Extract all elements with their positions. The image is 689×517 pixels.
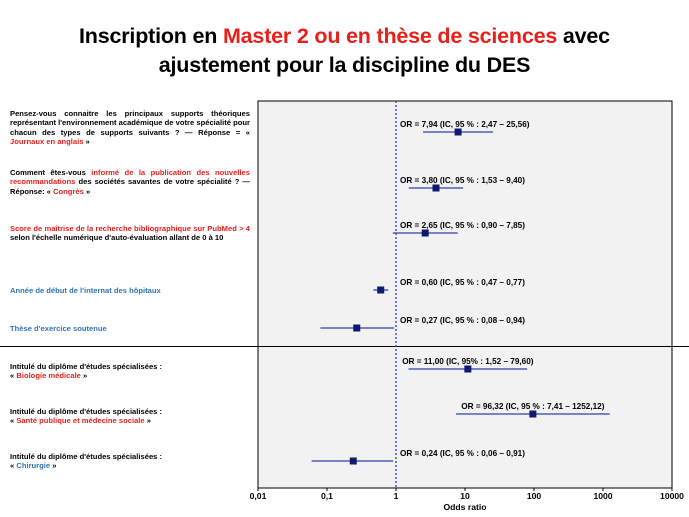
row-label: Comment êtes-vous informé de la publicat… xyxy=(10,168,250,196)
title-text-b: avec xyxy=(557,24,610,48)
row-label-part: Intitulé du diplôme d'études spécialisée… xyxy=(10,407,163,416)
odds-ratio-label: OR = 0,24 (IC, 95 % : 0,06 – 0,91) xyxy=(400,449,525,458)
row-label: Score de maîtrise de la recherche biblio… xyxy=(10,224,250,243)
row-label-part: » xyxy=(144,416,151,426)
x-tick-label: 10 xyxy=(460,491,470,501)
row-label: Intitulé du diplôme d'études spécialisée… xyxy=(10,452,255,471)
x-tick-label: 1000 xyxy=(593,491,612,501)
odds-ratio-label: OR = 96,32 (IC, 95 % : 7,41 – 1252,12) xyxy=(461,402,604,411)
odds-ratio-marker xyxy=(349,457,357,465)
odds-ratio-label: OR = 7,94 (IC, 95 % : 2,47 – 25,56) xyxy=(400,120,530,129)
forest-row: OR = 3,80 (IC, 95 % : 1,53 – 9,40) xyxy=(400,176,525,192)
title-text-a: Inscription en xyxy=(79,24,223,48)
odds-ratio-marker xyxy=(377,286,385,294)
row-label-part: » xyxy=(83,186,91,196)
row-label-part: » xyxy=(50,461,57,471)
row-label-part: Comment êtes-vous xyxy=(10,168,92,177)
title-line-1: Inscription en Master 2 ou en thèse de s… xyxy=(0,22,689,51)
odds-ratio-marker xyxy=(432,184,440,192)
x-tick-label: 10000 xyxy=(660,491,684,501)
row-label-part: informé de la publication des nouvelles … xyxy=(10,168,250,187)
row-label-part: Santé publique et médecine sociale xyxy=(16,416,145,426)
odds-ratio-label: OR = 2,65 (IC, 95 % : 0,90 – 7,85) xyxy=(400,221,525,230)
odds-ratio-label: OR = 0,27 (IC, 95 % : 0,08 – 0,94) xyxy=(400,316,525,325)
x-axis-title: Odds ratio xyxy=(444,502,487,512)
forest-row: OR = 2,65 (IC, 95 % : 0,90 – 7,85) xyxy=(392,221,525,237)
forest-row: OR = 96,32 (IC, 95 % : 7,41 – 1252,12) xyxy=(456,402,610,418)
row-label-part: Journaux en anglais xyxy=(10,136,84,146)
row-label-part: Intitulé du diplôme d'études spécialisée… xyxy=(10,362,163,371)
row-label-part: Biologie médicale xyxy=(16,371,81,381)
row-label: Intitulé du diplôme d'études spécialisée… xyxy=(10,407,255,426)
row-label-part: » xyxy=(83,136,90,146)
row-label-part: Pensez-vous connaitre les principaux sup… xyxy=(10,109,250,137)
plot-panel xyxy=(257,100,673,489)
odds-ratio-marker xyxy=(529,410,537,418)
x-axis: 0,01 0,1 1 10 100 1000 10000 Odds ratio xyxy=(250,488,684,512)
odds-ratio-marker xyxy=(454,128,462,136)
row-label-part: Score de maîtrise de la recherche biblio… xyxy=(10,224,250,233)
forest-row: OR = 0,60 (IC, 95 % : 0,47 – 0,77) xyxy=(373,278,525,294)
title-line-2: ajustement pour la discipline du DES xyxy=(158,53,531,77)
forest-rows: OR = 7,94 (IC, 95 % : 2,47 – 25,56) OR = … xyxy=(311,120,610,465)
title-text-highlight: Master 2 ou en thèse de sciences xyxy=(222,24,558,48)
row-label-part: Intitulé du diplôme d'études spécialisée… xyxy=(10,452,163,461)
row-label-part: Thèse d'exercice soutenue xyxy=(10,324,107,333)
row-label: Thèse d'exercice soutenue xyxy=(10,324,255,333)
x-tick-label: 0,01 xyxy=(250,491,267,501)
forest-row: OR = 0,27 (IC, 95 % : 0,08 – 0,94) xyxy=(320,316,525,332)
row-label-part: Chirurgie xyxy=(16,461,51,471)
x-tick-label: 100 xyxy=(527,491,542,501)
odds-ratio-marker xyxy=(353,324,361,332)
row-label-part: « xyxy=(10,371,17,381)
row-label: Pensez-vous connaitre les principaux sup… xyxy=(10,109,250,146)
row-label-part: Année de début de l'internat des hôpitau… xyxy=(10,286,161,295)
x-tick-label: 0,1 xyxy=(321,491,333,501)
slide-title: Inscription en Master 2 ou en thèse de s… xyxy=(0,22,689,80)
odds-ratio-label: OR = 3,80 (IC, 95 % : 1,53 – 9,40) xyxy=(400,176,525,185)
row-label: Année de début de l'internat des hôpitau… xyxy=(10,286,255,295)
x-tick-label: 1 xyxy=(394,491,399,501)
row-label-part: selon l'échelle numérique d'auto-évaluat… xyxy=(10,233,224,243)
row-label: Intitulé du diplôme d'études spécialisée… xyxy=(10,362,255,381)
odds-ratio-label: OR = 11,00 (IC, 95% : 1,52 – 79,60) xyxy=(402,357,534,366)
odds-ratio-label: OR = 0,60 (IC, 95 % : 0,47 – 0,77) xyxy=(400,278,525,287)
odds-ratio-marker xyxy=(421,229,429,237)
row-label-part: Congrès xyxy=(53,186,84,196)
row-label-part: « xyxy=(10,416,17,426)
forest-row: OR = 11,00 (IC, 95% : 1,52 – 79,60) xyxy=(402,357,534,373)
row-label-part: des sociétés savantes de votre spécialit… xyxy=(10,177,250,196)
row-label-part: « xyxy=(10,461,17,471)
forest-row: OR = 7,94 (IC, 95 % : 2,47 – 25,56) xyxy=(400,120,530,136)
odds-ratio-marker xyxy=(464,365,472,373)
forest-row: OR = 0,24 (IC, 95 % : 0,06 – 0,91) xyxy=(311,449,525,465)
row-label-part: » xyxy=(80,371,88,381)
